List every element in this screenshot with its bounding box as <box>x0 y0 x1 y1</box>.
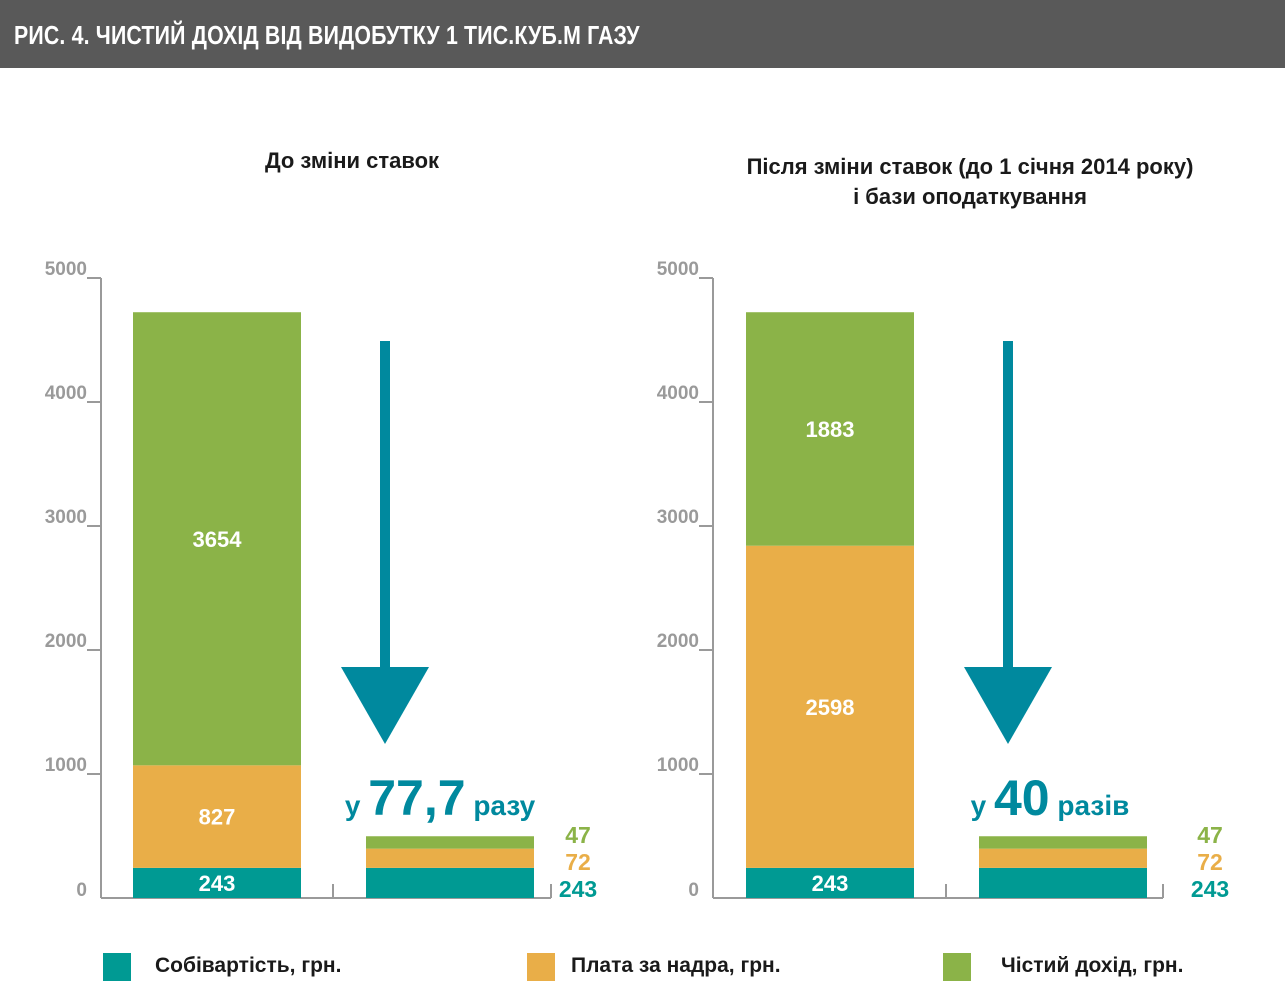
left-bar1-royalty-segment <box>133 765 301 868</box>
right-y-tick-label: 1000 <box>657 755 699 776</box>
legend-label-net-income: Чістий дохід, грн. <box>1001 954 1184 977</box>
legend: Собівартість, грн. Плата за надра, грн. … <box>0 953 1285 983</box>
right-bar2-net_income-label: 47 <box>1197 822 1223 848</box>
left-bar1-cost-segment <box>133 867 301 898</box>
annotation-number: 77,7 <box>368 770 465 826</box>
right-bar1-cost-label: 243 <box>812 871 849 896</box>
right-y-tick-label: 3000 <box>657 507 699 528</box>
chart-right-title: Після зміни ставок (до 1 січня 2014 року… <box>640 152 1285 212</box>
left-bar1-net_income-label: 3654 <box>193 527 243 552</box>
figure-title: РИС. 4. ЧИСТИЙ ДОХІД ВІД ВИДОБУТКУ 1 ТИС… <box>14 20 640 50</box>
right-bar2-cost-segment <box>979 867 1147 898</box>
right-bar2-royalty-segment <box>979 848 1147 868</box>
figure-header: РИС. 4. ЧИСТИЙ ДОХІД ВІД ВИДОБУТКУ 1 ТИС… <box>0 0 1285 68</box>
right-bar1-royalty-label: 2598 <box>806 695 855 720</box>
legend-swatch-royalty <box>527 953 555 981</box>
right-bar1-net_income-segment <box>746 312 914 546</box>
right-bar1-net_income-label: 1883 <box>806 417 855 442</box>
right-decrease-arrow-shaft <box>1003 341 1013 671</box>
legend-label-royalty: Плата за надра, грн. <box>571 954 781 977</box>
left-decrease-annotation: у 77,7 разу <box>345 770 536 826</box>
left-decrease-arrow-shaft <box>380 341 390 671</box>
left-bar2-cost-segment <box>366 867 534 898</box>
right-bar1-cost-segment <box>746 867 914 898</box>
left-y-tick-label: 3000 <box>45 507 87 528</box>
right-decrease-arrow-head <box>964 667 1052 744</box>
left-bar2-royalty-label: 72 <box>565 849 591 875</box>
left-y-tick-label: 2000 <box>45 631 87 652</box>
left-y-tick-label: 1000 <box>45 755 87 776</box>
left-bar1-cost-label: 243 <box>199 871 236 896</box>
left-bar2-net_income-segment <box>366 836 534 849</box>
left-bar2-net_income-label: 47 <box>565 822 591 848</box>
annotation-number: 40 <box>994 770 1050 826</box>
left-bar1-royalty-label: 827 <box>199 805 236 830</box>
left-decrease-arrow-head <box>341 667 429 744</box>
right-bar2-cost-label: 243 <box>1191 876 1229 902</box>
left-y-tick-label: 5000 <box>45 259 87 280</box>
left-bar1-net_income-segment <box>133 312 301 766</box>
chart-right-title-line-2: і бази оподаткування <box>853 184 1087 209</box>
left-y-tick-label: 0 <box>76 880 87 901</box>
legend-label-cost: Собівартість, грн. <box>155 954 342 977</box>
chart-left-title: До зміни ставок <box>264 148 440 173</box>
right-y-tick-label: 5000 <box>657 259 699 280</box>
annotation-suffix: разу <box>466 790 536 821</box>
chart-right-title-line-1: Після зміни ставок (до 1 січня 2014 року… <box>746 154 1194 179</box>
left-y-tick-label: 4000 <box>45 383 87 404</box>
right-bar2-royalty-label: 72 <box>1197 849 1223 875</box>
left-bar2-cost-label: 243 <box>559 876 597 902</box>
right-y-tick-label: 0 <box>688 880 699 901</box>
right-y-tick-label: 4000 <box>657 383 699 404</box>
right-decrease-annotation: у 40 разів <box>971 770 1130 826</box>
right-y-tick-label: 2000 <box>657 631 699 652</box>
annotation-suffix: разів <box>1050 790 1130 821</box>
legend-swatch-cost <box>103 953 131 981</box>
left-bar2-royalty-segment <box>366 848 534 868</box>
annotation-prefix: у <box>971 790 994 821</box>
annotation-prefix: у <box>345 790 368 821</box>
right-bar1-royalty-segment <box>746 545 914 868</box>
legend-swatch-net-income <box>943 953 971 981</box>
right-bar2-net_income-segment <box>979 836 1147 849</box>
